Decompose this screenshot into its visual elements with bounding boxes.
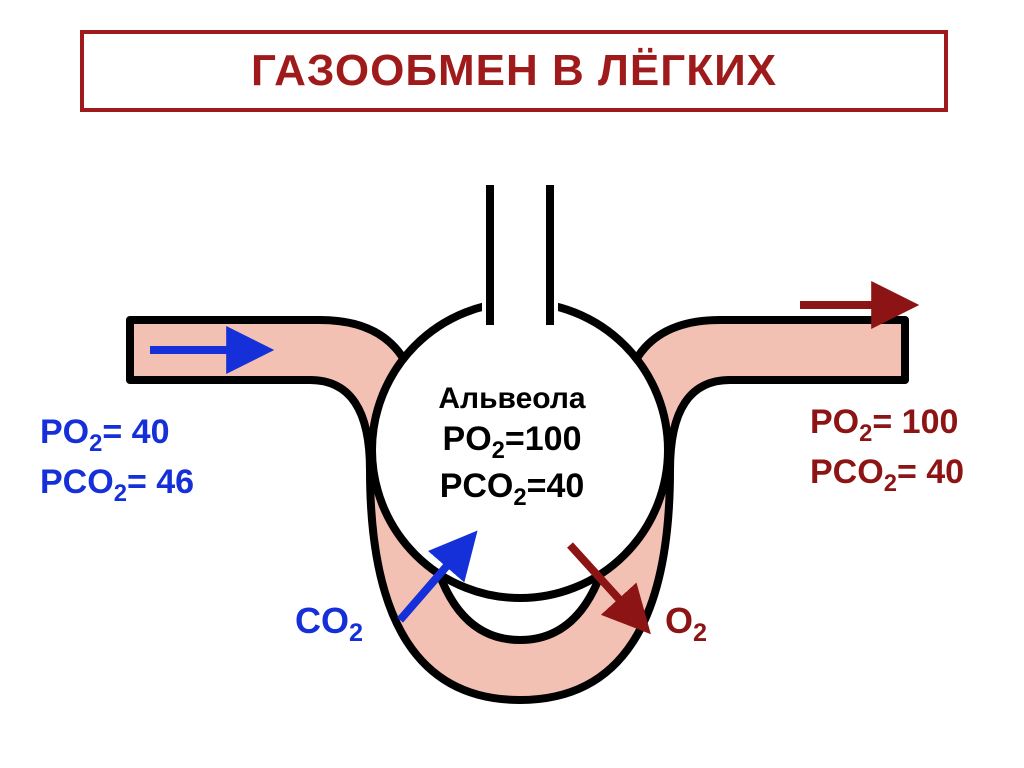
alveolus-pco2: PCO2=40 <box>0 465 1024 513</box>
co2-label: CO2 <box>295 600 363 648</box>
alveolus-po2: PO2=100 <box>0 418 1024 466</box>
alveolus-values: Альвеола PO2=100 PCO2=40 <box>0 380 1024 513</box>
o2-label: O2 <box>665 600 707 648</box>
alveolus-name: Альвеола <box>0 380 1024 418</box>
